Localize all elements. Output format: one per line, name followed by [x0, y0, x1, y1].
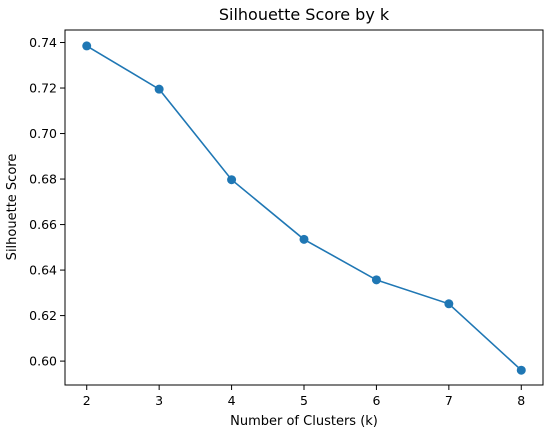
plot-frame — [64, 29, 544, 386]
x-tick-label: 4 — [228, 393, 236, 408]
x-axis: 2 3 4 5 6 7 8 — [83, 385, 525, 408]
series-markers — [82, 41, 526, 375]
y-tick-label: 0.62 — [29, 308, 57, 323]
x-tick-label: 2 — [83, 393, 91, 408]
data-point — [299, 234, 309, 244]
data-point — [82, 41, 92, 51]
chart-title: Silhouette Score by k — [219, 5, 390, 24]
data-point — [227, 175, 237, 185]
y-tick-label: 0.66 — [29, 217, 57, 232]
data-point — [444, 299, 454, 309]
x-tick-label: 6 — [372, 393, 380, 408]
data-point — [516, 365, 526, 375]
y-tick-label: 0.72 — [29, 81, 57, 96]
plot-area: 0.60 0.62 0.64 0.66 0.68 0.70 0.72 0.74 2 3 4 5 6 7 8 — [29, 29, 544, 408]
y-tick-label: 0.64 — [29, 263, 57, 278]
y-tick-label: 0.68 — [29, 172, 57, 187]
y-tick-label: 0.70 — [29, 126, 57, 141]
y-axis: 0.60 0.62 0.64 0.66 0.68 0.70 0.72 0.74 — [29, 35, 65, 369]
y-axis-label: Silhouette Score — [5, 154, 20, 261]
data-point — [371, 275, 381, 285]
x-axis-label: Number of Clusters (k) — [230, 414, 378, 429]
y-tick-label: 0.74 — [29, 35, 57, 50]
series-line — [86, 45, 522, 371]
data-point — [154, 84, 164, 94]
x-tick-label: 7 — [445, 393, 453, 408]
x-tick-label: 3 — [155, 393, 163, 408]
x-tick-label: 8 — [517, 393, 525, 408]
y-tick-label: 0.60 — [29, 354, 57, 369]
x-tick-label: 5 — [300, 393, 308, 408]
